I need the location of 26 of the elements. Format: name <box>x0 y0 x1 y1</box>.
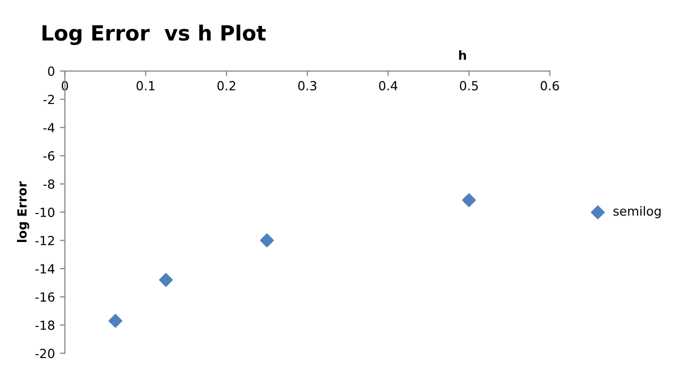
x-tick-label: 0 <box>62 80 68 90</box>
legend-label: semilog <box>613 206 661 218</box>
y-tick-label: -14 <box>35 264 54 274</box>
x-tick-label: 0.2 <box>217 80 236 90</box>
x-tick-label: 0.4 <box>379 80 398 90</box>
y-tick-label: -4 <box>43 123 54 132</box>
point <box>108 314 122 328</box>
x-tick-label: 0.3 <box>298 80 316 90</box>
point <box>159 272 173 287</box>
y-tick-label: -16 <box>35 292 54 302</box>
point <box>260 233 274 248</box>
point <box>462 193 476 208</box>
y-tick-label: -18 <box>35 320 54 330</box>
y-tick-label: -10 <box>35 208 54 218</box>
x-tick-label: 0.6 <box>540 80 559 90</box>
y-tick-label: -6 <box>43 151 54 161</box>
y-tick-label: -20 <box>35 348 54 358</box>
x-tick-label: 0.5 <box>460 80 478 90</box>
x-axis-title: h <box>459 50 466 60</box>
y-tick-label: -2 <box>43 94 54 104</box>
y-tick-label: -8 <box>43 179 54 189</box>
chart-title: Log Error vs h Plot <box>42 24 266 45</box>
y-tick-label: 0 <box>48 66 54 76</box>
y-tick-label: -12 <box>35 236 54 246</box>
y-axis-title: log Error <box>16 181 30 242</box>
x-tick-label: 0.1 <box>136 80 154 90</box>
